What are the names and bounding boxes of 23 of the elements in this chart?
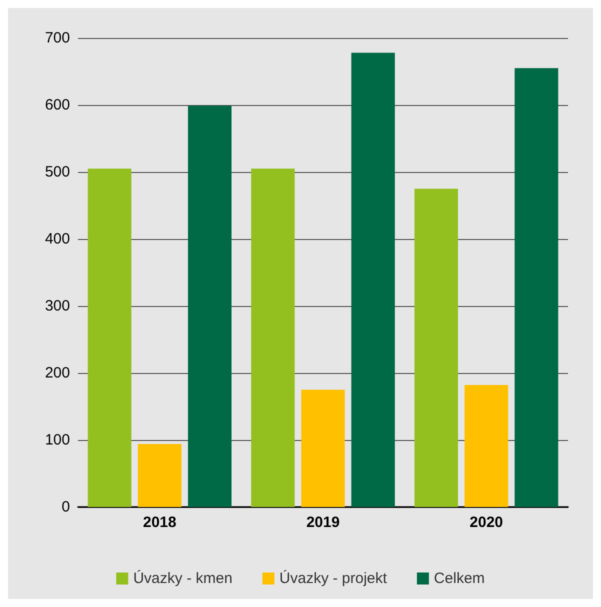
y-tick-label: 500 xyxy=(44,164,70,180)
x-tick-label: 2020 xyxy=(470,514,504,531)
bar xyxy=(301,390,345,507)
bar xyxy=(251,168,295,507)
y-tick-label: 600 xyxy=(44,96,70,114)
bar xyxy=(464,385,508,507)
legend-label: Úvazky - kmen xyxy=(133,569,232,587)
bar xyxy=(188,106,232,507)
y-tick-label: 100 xyxy=(44,432,70,448)
bar xyxy=(138,444,182,507)
legend-label: Úvazky - projekt xyxy=(279,569,388,587)
x-tick-label: 2018 xyxy=(142,514,176,531)
y-tick-label: 300 xyxy=(44,298,70,314)
x-tick-label: 2019 xyxy=(306,514,340,531)
legend-label: Celkem xyxy=(434,570,485,587)
bar xyxy=(414,188,458,507)
y-tick-label: 400 xyxy=(44,230,70,248)
bar xyxy=(88,168,132,507)
y-tick-label: 0 xyxy=(62,498,70,516)
bar xyxy=(351,52,395,507)
y-tick-label: 700 xyxy=(44,30,70,46)
bar xyxy=(514,68,558,507)
y-tick-label: 200 xyxy=(44,364,70,382)
